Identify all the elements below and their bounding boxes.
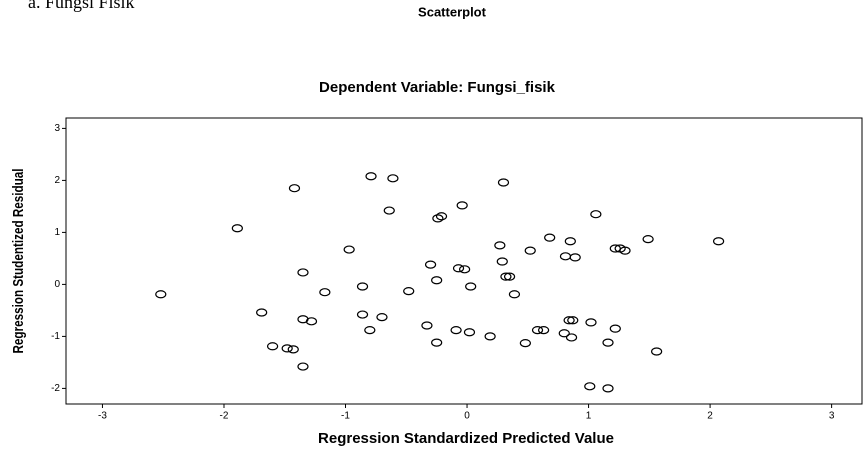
point xyxy=(421,321,433,330)
point xyxy=(496,257,508,266)
point xyxy=(376,313,388,322)
point xyxy=(383,206,395,215)
point xyxy=(356,310,369,319)
point xyxy=(642,235,654,244)
point xyxy=(609,324,621,333)
x-tick-label: 1 xyxy=(586,411,592,422)
point xyxy=(524,246,536,255)
point xyxy=(544,233,556,242)
point xyxy=(456,201,468,210)
y-tick-label: 3 xyxy=(54,123,60,134)
point xyxy=(585,318,597,327)
x-tick-label: -1 xyxy=(341,411,350,422)
y-tick-label: 1 xyxy=(54,227,60,238)
x-tick-label: 3 xyxy=(829,411,835,422)
point xyxy=(364,326,376,335)
plot-frame xyxy=(65,117,863,405)
point xyxy=(569,253,581,262)
chart-title: Scatterplot xyxy=(418,4,487,19)
point xyxy=(563,316,575,325)
point xyxy=(619,246,631,255)
point xyxy=(602,384,614,393)
point xyxy=(387,174,399,183)
point xyxy=(519,339,531,348)
y-axis-label: Regression Studentized Residual xyxy=(10,168,27,353)
point xyxy=(155,290,167,299)
point xyxy=(651,347,663,356)
point xyxy=(503,272,516,281)
point xyxy=(305,317,318,326)
x-tick-label: 0 xyxy=(464,411,470,422)
point xyxy=(567,316,579,325)
point xyxy=(537,326,550,335)
point xyxy=(584,382,596,391)
point xyxy=(343,245,355,254)
point xyxy=(450,326,462,335)
point xyxy=(365,172,377,181)
point xyxy=(452,264,465,273)
chart-subtitle: Dependent Variable: Fungsi_fisik xyxy=(319,79,556,96)
point xyxy=(297,362,309,371)
point xyxy=(432,214,444,223)
point xyxy=(288,184,301,193)
point xyxy=(435,212,448,221)
x-axis-label: Regression Standardized Predicted Value xyxy=(318,430,614,447)
point xyxy=(712,237,725,246)
point xyxy=(356,282,369,291)
point xyxy=(565,333,578,342)
point xyxy=(403,287,415,296)
y-tick-label: -2 xyxy=(51,383,60,394)
point xyxy=(459,265,471,274)
point xyxy=(497,178,510,187)
point xyxy=(494,241,506,250)
point xyxy=(424,260,437,269)
x-tick-label: -3 xyxy=(98,411,107,422)
x-tick-label: -2 xyxy=(220,411,229,422)
point xyxy=(281,344,293,353)
point xyxy=(266,342,279,351)
caption: a. Fungsi Fisik xyxy=(28,0,135,12)
point xyxy=(590,210,602,219)
point xyxy=(602,338,614,347)
point xyxy=(463,328,476,337)
point xyxy=(558,329,570,338)
point xyxy=(465,282,477,291)
point xyxy=(431,338,443,347)
point xyxy=(319,288,331,297)
point xyxy=(531,326,544,335)
point xyxy=(287,345,299,354)
point xyxy=(508,290,521,299)
point xyxy=(484,332,496,341)
point xyxy=(256,308,268,317)
point xyxy=(559,252,572,261)
point xyxy=(500,272,512,281)
y-tick-label: 2 xyxy=(54,175,60,186)
point xyxy=(231,224,243,233)
x-tick-label: 2 xyxy=(707,411,713,422)
y-tick-label: -1 xyxy=(51,331,60,342)
point xyxy=(431,276,443,285)
point xyxy=(297,268,309,277)
point xyxy=(564,237,576,246)
y-tick-label: 0 xyxy=(54,279,60,290)
